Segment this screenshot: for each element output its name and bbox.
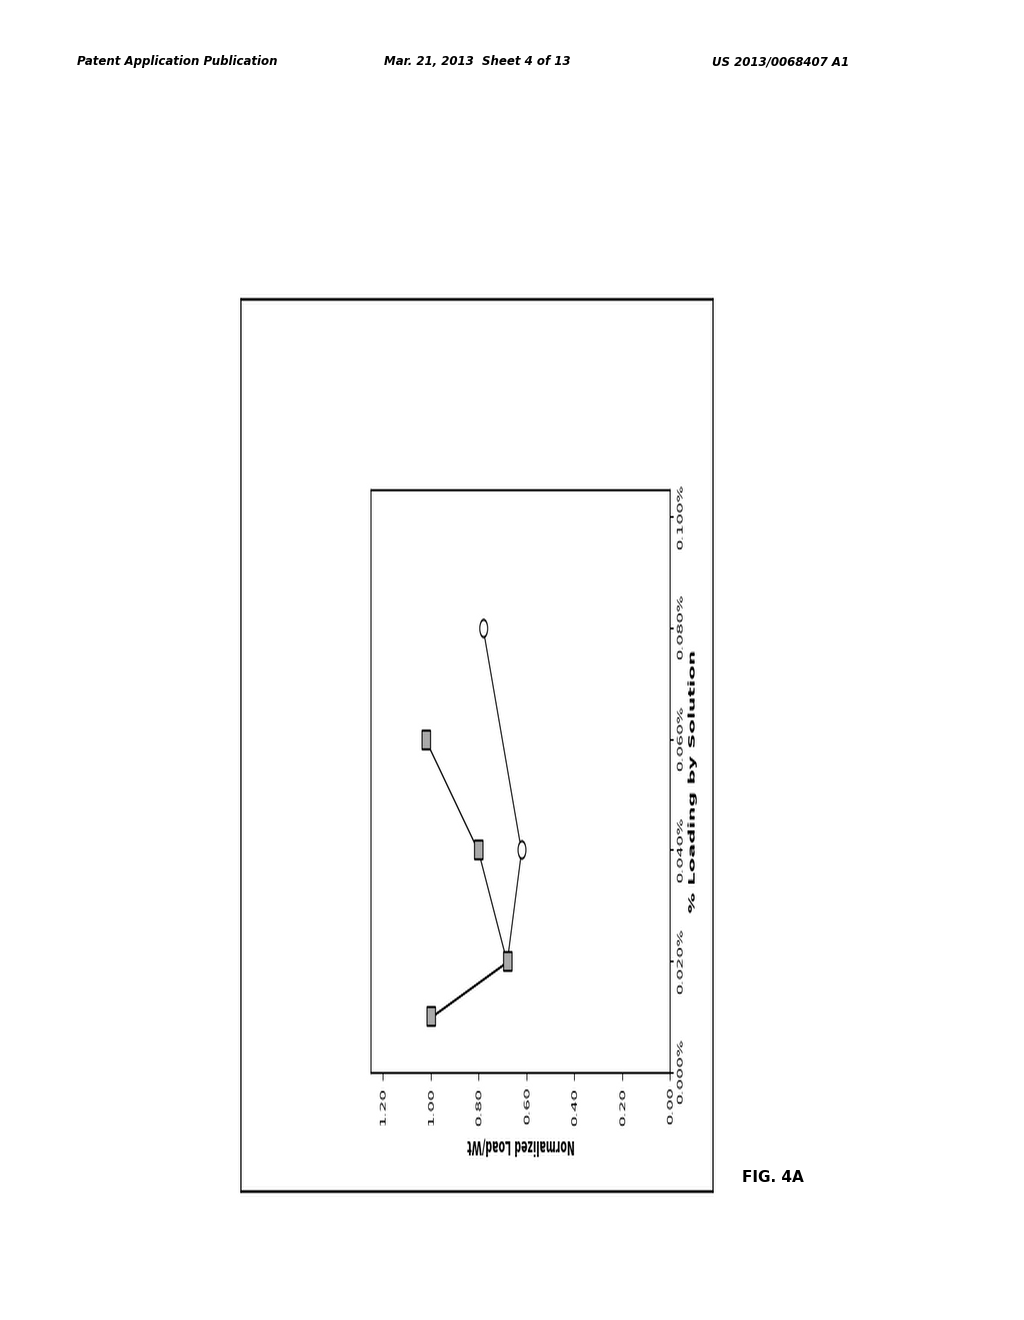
Text: Patent Application Publication: Patent Application Publication	[77, 55, 278, 69]
Text: Mar. 21, 2013  Sheet 4 of 13: Mar. 21, 2013 Sheet 4 of 13	[384, 55, 570, 69]
Text: FIG. 4A: FIG. 4A	[742, 1170, 804, 1185]
Text: US 2013/0068407 A1: US 2013/0068407 A1	[712, 55, 849, 69]
